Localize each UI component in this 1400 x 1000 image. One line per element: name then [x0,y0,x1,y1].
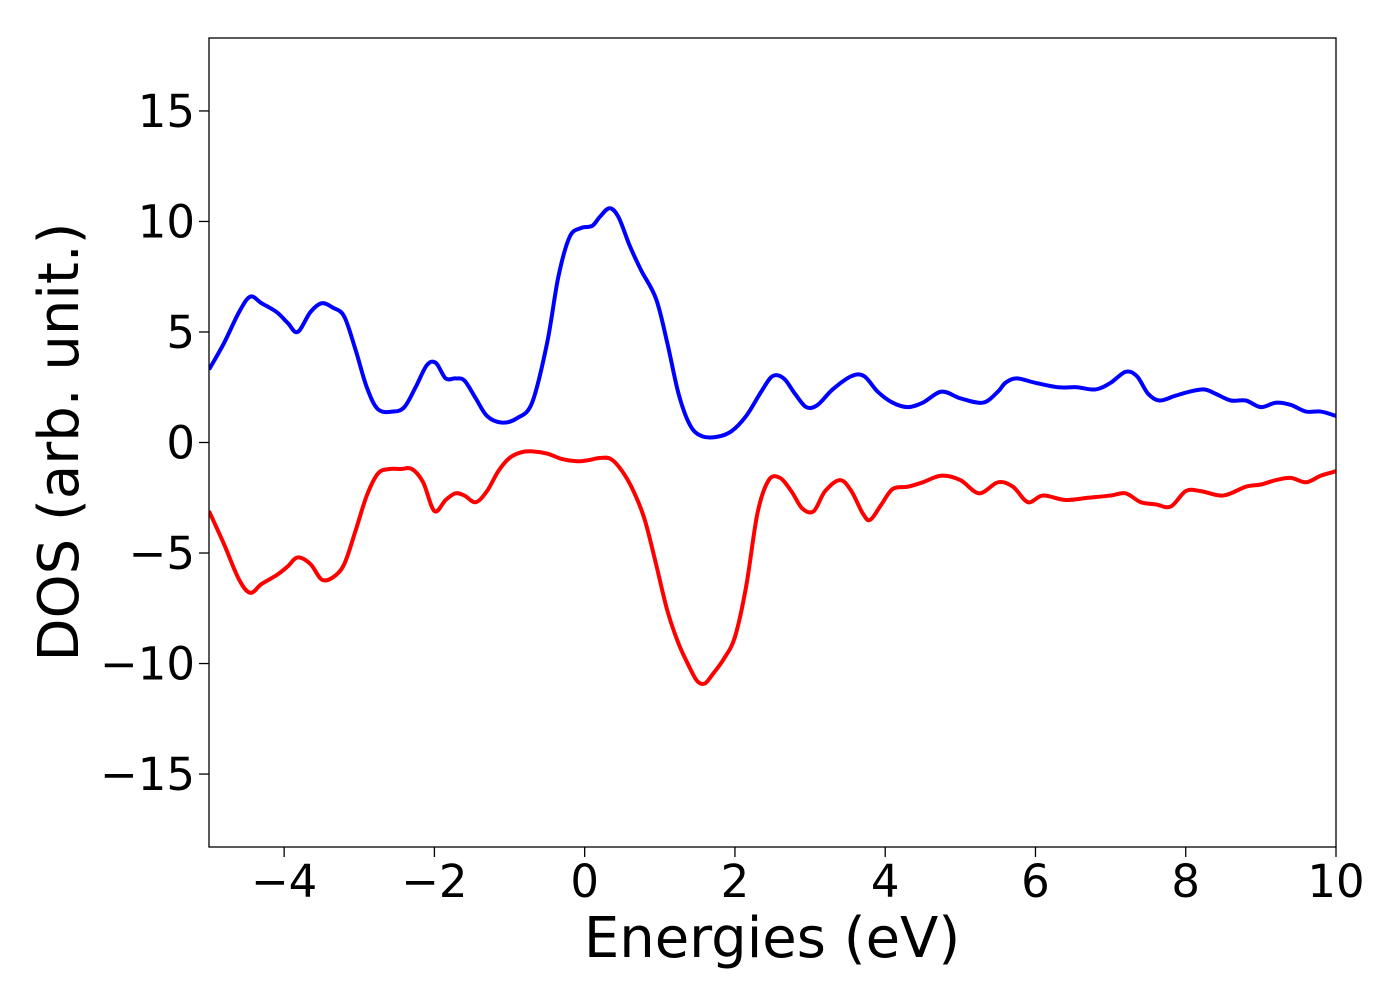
x-tick-label: −4 [251,855,317,908]
y-tick-label: 0 [166,417,195,470]
y-axis: −15 −10 −5 0 5 10 15 [100,85,209,801]
x-axis: −4 −2 0 2 4 6 8 10 [251,847,1365,908]
x-tick-label: 8 [1171,855,1200,908]
plot-frame [208,37,1337,848]
x-tick-label: 0 [570,855,599,908]
x-tick-label: 4 [871,855,900,908]
x-tick-label: 6 [1021,855,1050,908]
y-tick-label: −5 [129,527,195,580]
y-axis-label: DOS (arb. unit.) [27,222,92,661]
y-tick-label: 5 [166,306,195,359]
y-tick-label: 10 [138,195,195,248]
x-tick-label: 10 [1307,855,1364,908]
y-tick-label: −10 [100,638,195,691]
x-axis-label: Energies (eV) [584,906,960,971]
spin-up-dos-line [209,206,1336,440]
y-tick-label: −15 [100,748,195,801]
x-tick-label: −2 [401,855,467,908]
spin-down-dos-line [209,449,1336,686]
plot-area [209,206,1336,686]
x-tick-label: 2 [721,855,750,908]
y-tick-label: 15 [138,85,195,138]
